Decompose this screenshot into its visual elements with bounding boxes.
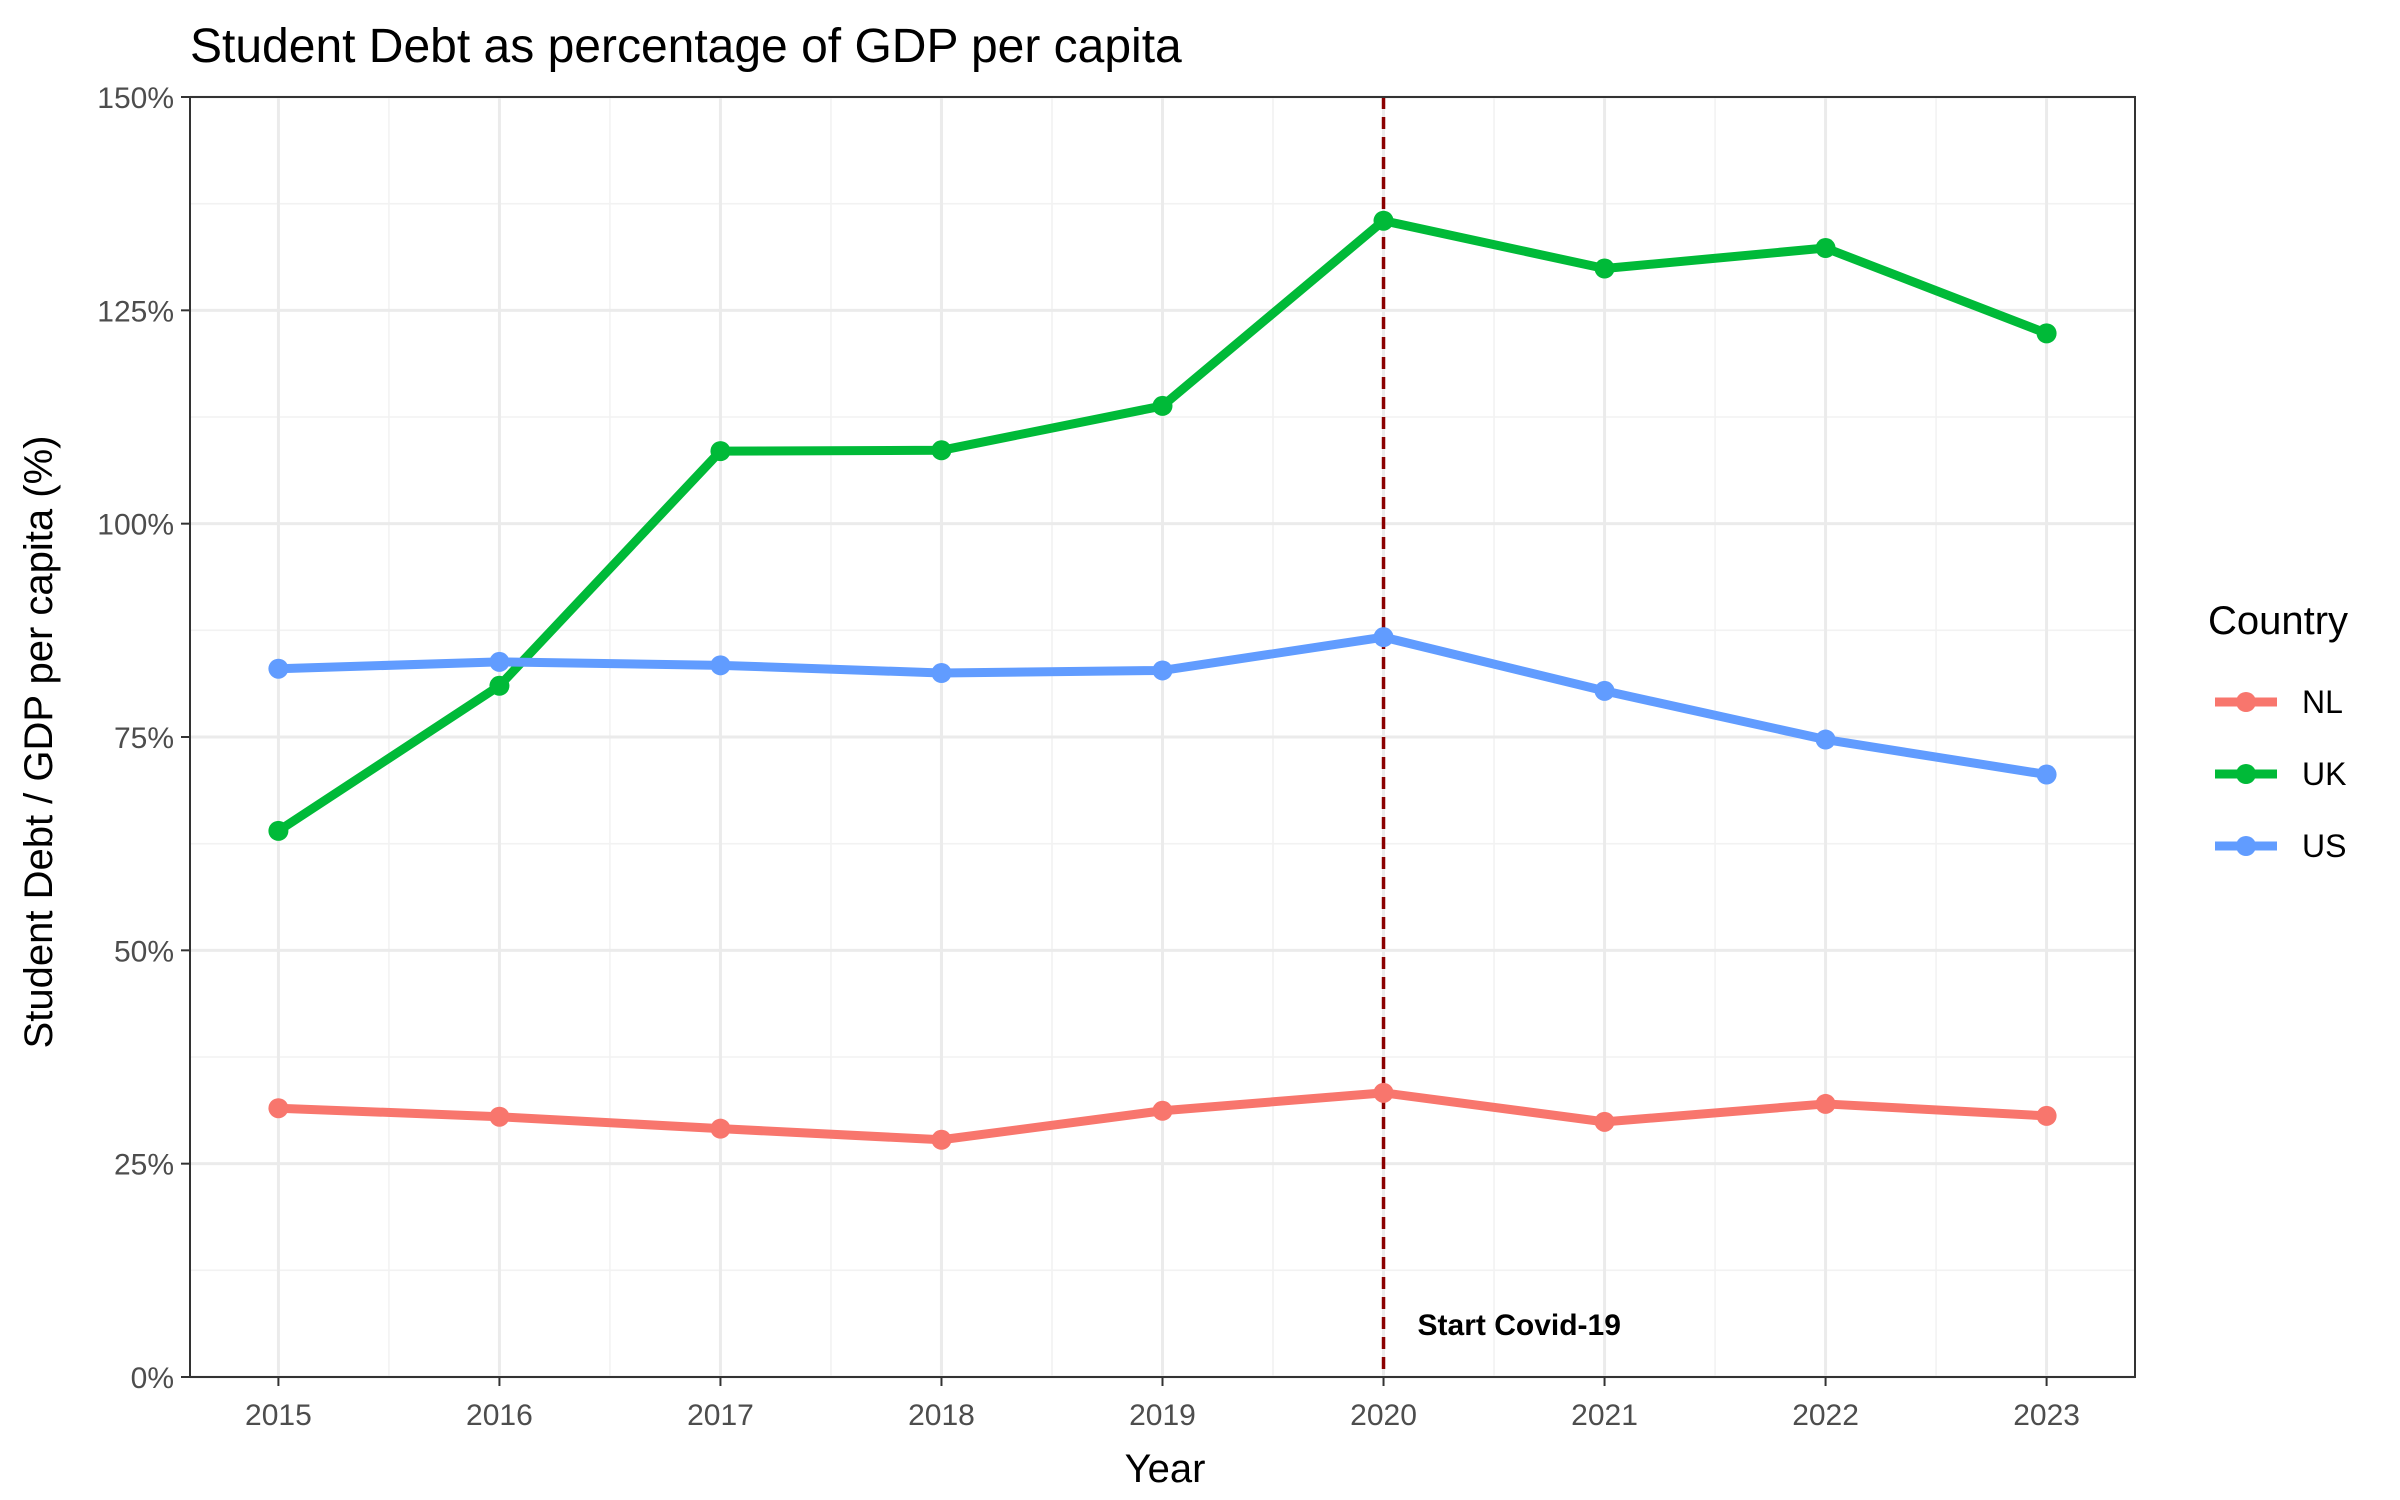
point-nl-2017: [710, 1118, 731, 1139]
covid-label: Start Covid-19: [1418, 1309, 1621, 1342]
point-nl-2019: [1152, 1100, 1173, 1121]
y-tick-label: 75%: [114, 722, 174, 755]
x-tick-label: 2019: [1129, 1399, 1196, 1432]
point-uk-2021: [1594, 258, 1615, 279]
point-us-2021: [1594, 680, 1615, 701]
point-us-2019: [1152, 660, 1173, 681]
point-us-2022: [1815, 729, 1836, 750]
point-nl-2018: [931, 1129, 952, 1150]
x-tick-label: 2016: [466, 1399, 533, 1432]
point-uk-2022: [1815, 238, 1836, 259]
legend-key-point-us: [2236, 836, 2256, 856]
point-us-2016: [489, 651, 510, 672]
legend: Country NL UK US: [2208, 599, 2348, 864]
point-nl-2016: [489, 1106, 510, 1127]
x-tick-label: 2022: [1792, 1399, 1859, 1432]
point-nl-2021: [1594, 1111, 1615, 1132]
x-tick-label: 2015: [245, 1399, 312, 1432]
point-nl-2022: [1815, 1093, 1836, 1114]
point-uk-2018: [931, 440, 952, 461]
data-series: [268, 210, 2057, 1150]
point-us-2023: [2036, 764, 2057, 785]
point-us-2017: [710, 655, 731, 676]
legend-label-us: US: [2302, 828, 2346, 864]
x-axis-title: Year: [1125, 1447, 1206, 1491]
point-uk-2017: [710, 441, 731, 462]
x-tick-label: 2021: [1571, 1399, 1638, 1432]
y-tick-label: 125%: [97, 295, 174, 328]
y-tick-label: 150%: [97, 82, 174, 115]
axes: 0% 25% 50% 75% 100% 125% 150% 2015 2016 2017 2018 2…: [97, 82, 2136, 1432]
legend-title: Country: [2208, 599, 2348, 643]
point-uk-2015: [268, 820, 289, 841]
x-tick-label: 2023: [2013, 1399, 2080, 1432]
covid-annotation: Start Covid-19: [1381, 97, 1621, 1377]
point-us-2018: [931, 663, 952, 683]
legend-key-point-uk: [2236, 764, 2256, 784]
legend-key-point-nl: [2236, 692, 2256, 712]
chart-title: Student Debt as percentage of GDP per ca…: [190, 20, 1182, 73]
y-tick-label: 100%: [97, 509, 174, 542]
y-tick-label: 25%: [114, 1149, 174, 1182]
x-tick-label: 2020: [1350, 1399, 1417, 1432]
x-tick-label: 2018: [908, 1399, 975, 1432]
point-nl-2020: [1373, 1082, 1394, 1103]
point-us-2015: [268, 658, 289, 679]
y-tick-label: 50%: [114, 935, 174, 968]
point-uk-2023: [2036, 323, 2057, 344]
point-uk-2016: [489, 675, 510, 696]
legend-label-uk: UK: [2302, 756, 2346, 792]
point-uk-2019: [1152, 395, 1173, 416]
legend-label-nl: NL: [2302, 684, 2343, 720]
point-uk-2020: [1373, 210, 1394, 231]
point-us-2020: [1373, 627, 1394, 648]
y-axis-title: Student Debt / GDP per capita (%): [17, 436, 61, 1049]
point-nl-2023: [2036, 1105, 2057, 1126]
y-tick-label: 0%: [131, 1362, 174, 1395]
point-nl-2015: [268, 1098, 289, 1119]
x-tick-label: 2017: [687, 1399, 754, 1432]
